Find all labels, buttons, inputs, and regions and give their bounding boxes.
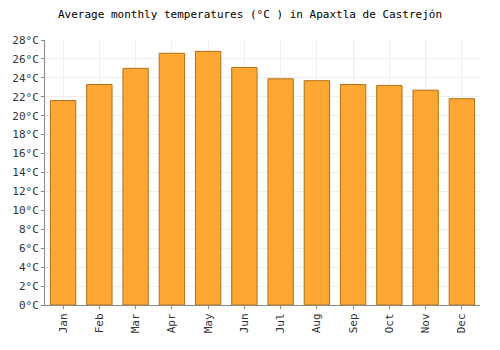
svg-text:18°C: 18°C [12, 128, 39, 141]
svg-text:Feb: Feb [93, 313, 106, 333]
svg-text:Oct: Oct [383, 313, 396, 333]
svg-text:May: May [202, 313, 215, 333]
svg-text:Jan: Jan [57, 313, 70, 333]
svg-text:Mar: Mar [129, 313, 142, 333]
svg-text:12°C: 12°C [12, 185, 39, 198]
svg-text:Sep: Sep [347, 313, 360, 333]
svg-text:4°C: 4°C [19, 261, 39, 274]
svg-text:26°C: 26°C [12, 53, 39, 66]
svg-text:Nov: Nov [419, 313, 432, 333]
svg-text:6°C: 6°C [19, 242, 39, 255]
svg-text:0°C: 0°C [19, 299, 39, 312]
svg-text:22°C: 22°C [12, 91, 39, 104]
svg-text:Jun: Jun [238, 313, 251, 333]
svg-text:8°C: 8°C [19, 223, 39, 236]
svg-text:16°C: 16°C [12, 147, 39, 160]
svg-text:Apr: Apr [165, 313, 178, 333]
svg-text:Dec: Dec [455, 313, 468, 333]
svg-text:Average monthly temperatures (: Average monthly temperatures (°C ) in Ap… [58, 8, 442, 21]
svg-text:24°C: 24°C [12, 72, 39, 85]
svg-text:2°C: 2°C [19, 280, 39, 293]
svg-text:10°C: 10°C [12, 204, 39, 217]
svg-text:28°C: 28°C [12, 34, 39, 47]
svg-text:Aug: Aug [310, 313, 323, 333]
svg-text:20°C: 20°C [12, 110, 39, 123]
svg-text:Jul: Jul [274, 313, 287, 333]
svg-text:14°C: 14°C [12, 166, 39, 179]
